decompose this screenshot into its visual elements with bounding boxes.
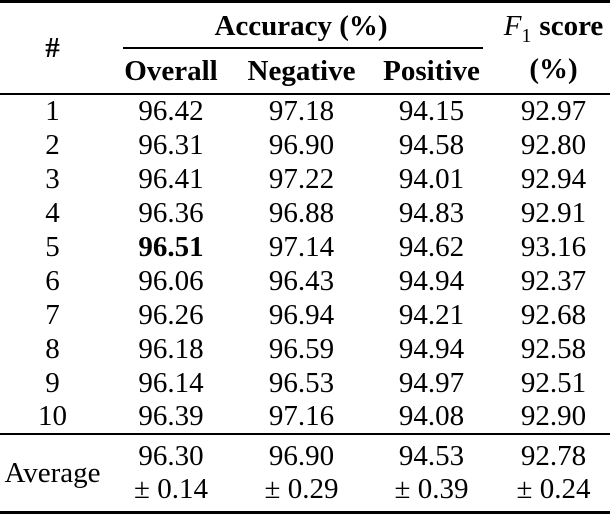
average-section: Average 96.30 ± 0.14 96.90 ± 0.29 94.53 … bbox=[0, 433, 610, 513]
average-overall-value: 96.30 bbox=[138, 440, 204, 472]
cell-negative: 97.22 bbox=[268, 162, 335, 195]
cell-positive: 94.94 bbox=[398, 264, 465, 297]
cell-f1: 92.90 bbox=[520, 400, 587, 432]
average-negative-stddev: ± 0.29 bbox=[264, 473, 339, 505]
average-positive-value: 94.53 bbox=[398, 440, 465, 472]
cell-overall: 96.41 bbox=[138, 162, 204, 195]
cell-negative: 97.16 bbox=[268, 400, 335, 432]
cell-overall: 96.31 bbox=[138, 128, 204, 161]
cell-negative: 96.43 bbox=[268, 264, 335, 297]
cell-overall: 96.18 bbox=[138, 332, 204, 365]
cell-f1: 93.16 bbox=[520, 230, 587, 263]
average-label: Average bbox=[0, 433, 105, 513]
table-row: 9 96.14 96.53 94.97 92.51 bbox=[0, 366, 610, 400]
cell-f1: 92.80 bbox=[520, 128, 587, 161]
cell-run-number: 9 bbox=[45, 366, 60, 399]
cell-overall: 96.42 bbox=[138, 95, 204, 127]
cell-negative: 96.53 bbox=[268, 366, 335, 399]
cell-run-number: 5 bbox=[45, 230, 60, 263]
column-group-accuracy: Accuracy (%) bbox=[105, 2, 497, 49]
table-row: 2 96.31 96.90 94.58 92.80 bbox=[0, 128, 610, 162]
cell-f1: 92.58 bbox=[520, 332, 587, 365]
column-header-negative: Negative bbox=[237, 49, 366, 95]
table-header: # Accuracy (%) F1 score (%) Overall Negat… bbox=[0, 1, 610, 95]
cell-f1: 92.51 bbox=[520, 366, 587, 399]
table-row: 6 96.06 96.43 94.94 92.37 bbox=[0, 264, 610, 298]
cell-negative: 96.59 bbox=[268, 332, 335, 365]
average-cell-positive: 94.53 ± 0.39 bbox=[366, 433, 498, 513]
f1-letter: F bbox=[503, 10, 522, 43]
column-header-positive: Positive bbox=[366, 49, 498, 95]
average-row: Average 96.30 ± 0.14 96.90 ± 0.29 94.53 … bbox=[0, 433, 610, 513]
column-header-overall: Overall bbox=[105, 49, 237, 95]
table-row: 3 96.41 97.22 94.01 92.94 bbox=[0, 162, 610, 196]
f1-subscript: 1 bbox=[521, 24, 532, 47]
cell-positive: 94.83 bbox=[398, 196, 465, 229]
column-header-f1-score: F1 score (%) bbox=[497, 1, 610, 95]
cell-f1: 92.91 bbox=[520, 196, 587, 229]
average-positive-stddev: ± 0.39 bbox=[394, 473, 469, 505]
average-cell-negative: 96.90 ± 0.29 bbox=[237, 433, 366, 513]
table-row: 5 96.51 97.14 94.62 93.16 bbox=[0, 230, 610, 264]
cell-run-number: 7 bbox=[45, 298, 60, 331]
cell-run-number: 10 bbox=[38, 400, 67, 432]
cell-run-number: 4 bbox=[45, 196, 60, 229]
column-group-accuracy-label: Accuracy (%) bbox=[214, 9, 388, 42]
cell-positive: 94.58 bbox=[398, 128, 465, 161]
cell-negative: 97.14 bbox=[268, 230, 335, 263]
cell-overall: 96.06 bbox=[138, 264, 204, 297]
average-cell-overall: 96.30 ± 0.14 bbox=[105, 433, 237, 513]
cell-overall-best: 96.51 bbox=[138, 230, 204, 263]
cell-negative: 97.18 bbox=[268, 95, 335, 127]
table-row: 8 96.18 96.59 94.94 92.58 bbox=[0, 332, 610, 366]
cell-f1: 92.68 bbox=[520, 298, 587, 331]
f1-score-unit: (%) bbox=[529, 52, 578, 85]
table-row: 7 96.26 96.94 94.21 92.68 bbox=[0, 298, 610, 332]
table-row: 1 96.42 97.18 94.15 92.97 bbox=[0, 94, 610, 128]
accuracy-group-underline bbox=[123, 47, 484, 49]
cell-run-number: 8 bbox=[45, 332, 60, 365]
cell-f1: 92.94 bbox=[520, 162, 587, 195]
average-overall-stddev: ± 0.14 bbox=[134, 473, 208, 505]
f1-word: score bbox=[539, 10, 604, 43]
cell-positive: 94.01 bbox=[398, 162, 465, 195]
table-body: 1 96.42 97.18 94.15 92.97 2 96.31 96.90 … bbox=[0, 94, 610, 434]
average-f1-stddev: ± 0.24 bbox=[516, 473, 591, 505]
header-row-subcolumns: Overall Negative Positive bbox=[0, 49, 610, 95]
average-f1-value: 92.78 bbox=[520, 440, 587, 472]
cell-negative: 96.88 bbox=[268, 196, 335, 229]
cell-f1: 92.37 bbox=[520, 264, 587, 297]
average-cell-f1: 92.78 ± 0.24 bbox=[497, 433, 610, 513]
cell-run-number: 3 bbox=[45, 162, 60, 195]
cell-negative: 96.90 bbox=[268, 128, 335, 161]
cell-positive: 94.97 bbox=[398, 366, 465, 399]
cell-positive: 94.94 bbox=[398, 332, 465, 365]
header-row-groups: # Accuracy (%) F1 score (%) bbox=[0, 1, 610, 95]
cell-positive: 94.21 bbox=[398, 298, 465, 331]
cell-overall: 96.39 bbox=[138, 400, 204, 432]
cell-run-number: 1 bbox=[45, 95, 60, 127]
cell-positive: 94.62 bbox=[398, 230, 465, 263]
table-row: 4 96.36 96.88 94.83 92.91 bbox=[0, 196, 610, 230]
cell-positive: 94.08 bbox=[398, 400, 465, 432]
average-negative-value: 96.90 bbox=[268, 440, 335, 472]
cell-run-number: 2 bbox=[45, 128, 60, 161]
cell-negative: 96.94 bbox=[268, 298, 335, 331]
cell-overall: 96.26 bbox=[138, 298, 204, 331]
cell-f1: 92.97 bbox=[520, 95, 587, 127]
table-row: 10 96.39 97.16 94.08 92.90 bbox=[0, 400, 610, 434]
column-header-run-number: # bbox=[0, 1, 105, 95]
cell-run-number: 6 bbox=[45, 264, 60, 297]
cell-positive: 94.15 bbox=[398, 95, 465, 127]
cell-overall: 96.36 bbox=[138, 196, 204, 229]
cell-overall: 96.14 bbox=[138, 366, 204, 399]
f1-score-line1: F1 score bbox=[497, 10, 610, 53]
